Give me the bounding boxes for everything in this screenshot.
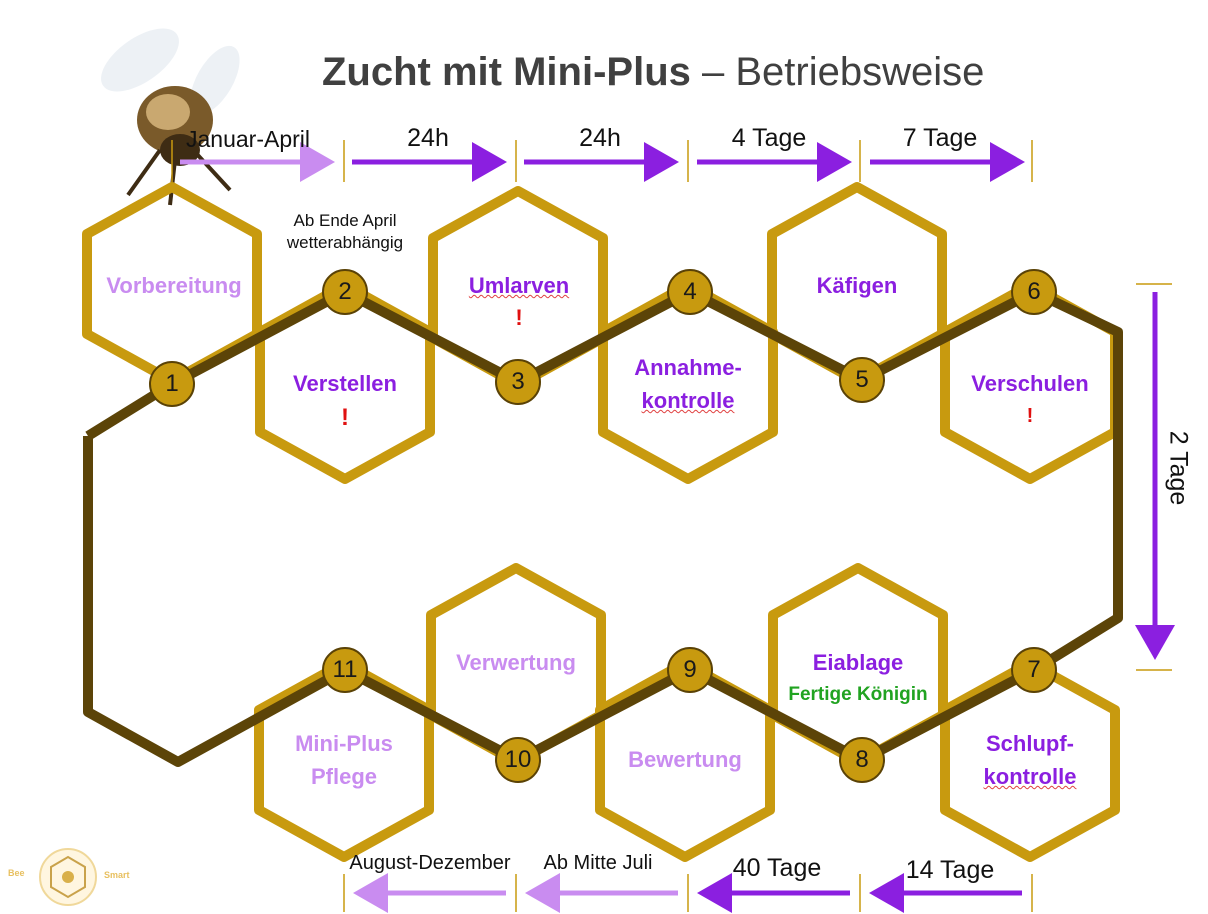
step-node-10: 10 xyxy=(495,737,541,783)
warning-verstellen: ! xyxy=(341,404,349,431)
warning-umlarven: ! xyxy=(515,305,523,330)
duration-januar-april: Januar-April xyxy=(186,126,310,152)
page-title: Zucht mit Mini-Plus – Betriebsweise xyxy=(322,50,985,94)
process-path xyxy=(83,287,1123,767)
beesmart-logo xyxy=(39,848,97,906)
step-node-7: 7 xyxy=(1011,647,1057,693)
label-schlupf: Schlupf- xyxy=(986,731,1074,756)
label-kaefigen: Käfigen xyxy=(816,273,898,298)
bee-illustration xyxy=(101,28,240,206)
logo-word-bee: Bee xyxy=(8,868,25,878)
step-node-6: 6 xyxy=(1011,269,1057,315)
label-vorbereitung: Vorbereitung xyxy=(106,273,242,298)
duration-24h-a: 24h xyxy=(407,124,449,152)
note-ab-ende-april: Ab Ende April wetterabhängig xyxy=(286,211,404,252)
duration-24h-b: 24h xyxy=(579,124,621,152)
step-node-4: 4 xyxy=(667,269,713,315)
step-node-9: 9 xyxy=(667,647,713,693)
label-annahme: Annahme- xyxy=(634,355,742,380)
warning-verschulen: ! xyxy=(1026,405,1034,427)
duration-40-tage: 40 Tage xyxy=(732,854,822,882)
duration-august-dezember: August-Dezember xyxy=(349,852,511,874)
step-node-1: 1 xyxy=(149,361,195,407)
label-verschulen: Verschulen xyxy=(971,371,1089,396)
duration-ab-mitte-juli: Ab Mitte Juli xyxy=(543,852,653,874)
step-node-8: 8 xyxy=(839,737,885,783)
label-eiablage: Eiablage xyxy=(812,650,904,675)
duration-7-tage: 7 Tage xyxy=(902,124,978,152)
label-kontrolle-schlupf: kontrolle xyxy=(983,764,1077,789)
step-node-11: 11 xyxy=(322,647,368,693)
label-pflege: Pflege xyxy=(310,764,378,789)
label-fertige-koenigin: Fertige Königin xyxy=(788,684,928,705)
step-node-5: 5 xyxy=(839,357,885,403)
duration-4-tage: 4 Tage xyxy=(731,124,807,152)
hex-cell-schlupf xyxy=(940,658,1120,862)
label-verstellen: Verstellen xyxy=(293,371,397,396)
step-node-2: 2 xyxy=(322,269,368,315)
duration-14-tage: 14 Tage xyxy=(905,856,995,884)
label-bewertung: Bewertung xyxy=(628,747,742,772)
label-umlarven: Umlarven xyxy=(468,273,570,298)
label-mini-plus: Mini-Plus xyxy=(295,731,393,756)
step-node-3: 3 xyxy=(495,359,541,405)
label-kontrolle-annahme: kontrolle xyxy=(641,388,735,413)
label-verwertung: Verwertung xyxy=(456,650,576,675)
duration-2-tage: 2 Tage xyxy=(1164,430,1193,506)
timeline-ticks xyxy=(171,140,1172,912)
logo-word-smart: Smart xyxy=(104,870,130,880)
